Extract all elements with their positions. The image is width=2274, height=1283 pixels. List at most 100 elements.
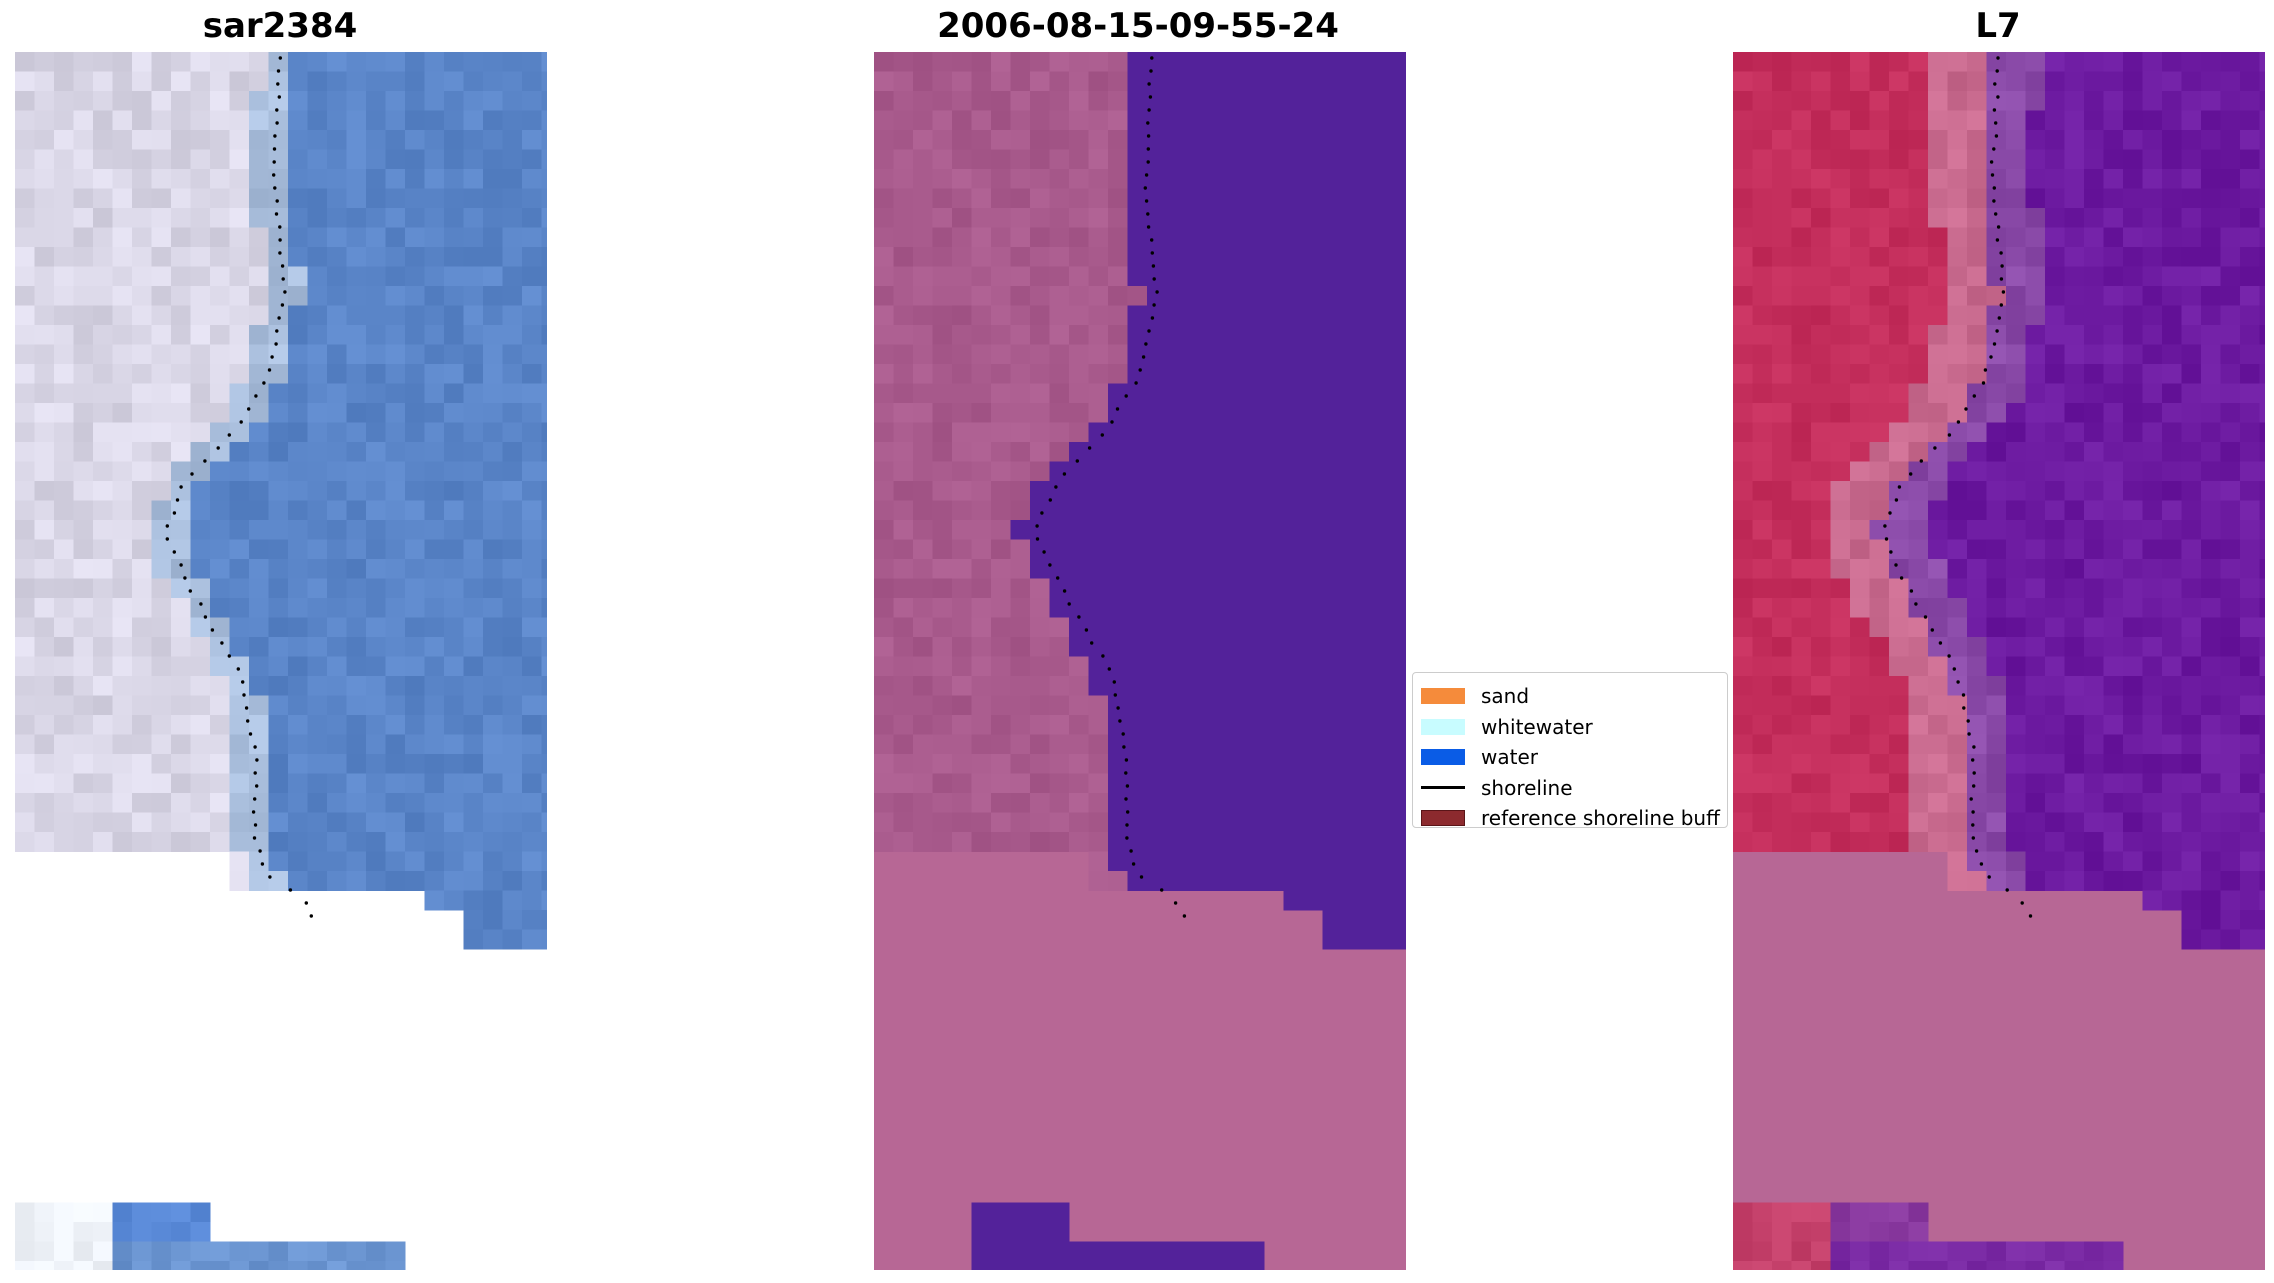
shoreline-dot [1112, 680, 1116, 684]
shoreline-dot [1997, 316, 2001, 320]
shoreline-dot [210, 628, 215, 632]
shoreline-dot [258, 849, 262, 853]
shoreline-dot [1139, 875, 1144, 879]
shoreline-dot [273, 186, 277, 190]
shoreline-dot [172, 511, 177, 515]
shoreline-dot [277, 95, 281, 99]
shoreline-dot [278, 56, 282, 60]
ndwi-image [1733, 52, 2265, 1270]
legend-label-shoreline: shoreline [1481, 775, 1573, 800]
shoreline-dot [179, 563, 183, 567]
legend: sand whitewater water shoreline referenc… [1412, 672, 1728, 830]
shoreline-dot [1996, 225, 2001, 229]
legend-item-shoreline: shoreline [1421, 773, 1727, 804]
shoreline-dot [1947, 433, 1952, 437]
shoreline-dot [1146, 121, 1150, 125]
shoreline-dot [1062, 472, 1067, 476]
panel-title-rgb: sar2384 [202, 6, 358, 46]
shoreline-dot [1138, 368, 1142, 372]
shoreline-dot [253, 823, 258, 827]
shoreline-dot [1992, 342, 1997, 346]
shoreline-dot [272, 173, 276, 177]
shoreline-dot [1899, 576, 1904, 580]
shoreline-dot [1989, 355, 1993, 359]
shoreline-dot [275, 199, 279, 203]
shoreline-dot [1993, 82, 1997, 86]
shoreline-dot [1084, 628, 1089, 632]
shoreline-dot [199, 602, 203, 606]
shoreline-dots [1883, 56, 2033, 918]
shoreline-dot [1947, 654, 1951, 658]
shoreline-dot [255, 784, 259, 788]
shoreline-dot [1992, 108, 1997, 112]
shoreline-dot [1113, 693, 1117, 697]
shoreline-dot [1979, 862, 1984, 866]
shoreline-dot [1923, 615, 1928, 619]
sand-swatch [1421, 688, 1465, 705]
shoreline-dot [272, 147, 277, 151]
shoreline-dot [1067, 602, 1071, 606]
shoreline-dot [1971, 810, 1975, 814]
shoreline-dot [1101, 654, 1105, 658]
shoreline-dot [2005, 888, 2009, 892]
shoreline-dot [1962, 706, 1966, 710]
shoreline-dot [1930, 628, 1934, 632]
shoreline-dot [1146, 212, 1150, 216]
shoreline-dot [165, 537, 169, 541]
shoreline-dot [251, 810, 256, 814]
shoreline-dot [280, 303, 285, 307]
shoreline-dot [188, 589, 192, 593]
shoreline-dot [2028, 914, 2033, 918]
shoreline-dot [1062, 589, 1067, 593]
shoreline-dot [183, 576, 187, 580]
shoreline-dot [1035, 537, 1040, 541]
shoreline-dot [276, 82, 280, 86]
shoreline-dot [1909, 472, 1913, 476]
shoreline-dot [1141, 355, 1146, 359]
shoreline-dot [1090, 641, 1094, 645]
shoreline-dot [2000, 264, 2004, 268]
shoreline-dot [278, 251, 282, 255]
shoreline-dot [216, 446, 220, 450]
shoreline-dot [1149, 69, 1153, 73]
shoreline-dot [1160, 888, 1164, 892]
shoreline-dot [1042, 550, 1046, 554]
shoreline-dot [1107, 667, 1111, 671]
shoreline-dot [1146, 134, 1151, 138]
shoreline-dot [1110, 420, 1114, 424]
shoreline-dot [1048, 563, 1052, 567]
shoreline-dot [275, 121, 279, 125]
shoreline-dot [1897, 485, 1902, 489]
shoreline-dot [278, 238, 282, 242]
shoreline-dot [254, 394, 258, 398]
shoreline-dot [1919, 459, 1923, 463]
shoreline-dot [1147, 329, 1151, 333]
shoreline-dot [1116, 706, 1120, 710]
shoreline-dot [247, 407, 251, 411]
shoreline-dot [1146, 225, 1151, 229]
shoreline-dot [1884, 537, 1889, 541]
shoreline-dot [1967, 732, 1971, 736]
legend-item-sand: sand [1421, 681, 1727, 712]
shoreline-dot [1152, 277, 1156, 281]
shoreline-dot [309, 914, 313, 918]
shoreline-dot [281, 277, 285, 281]
shoreline-dot [262, 381, 266, 385]
shoreline-dot [1155, 290, 1159, 294]
shoreline-dot [1956, 420, 1961, 424]
shoreline-dot [272, 160, 276, 164]
shoreline-dot [227, 433, 231, 437]
shoreline-dot [1996, 95, 2000, 99]
shoreline-dot [252, 836, 257, 840]
shoreline-dot [1889, 550, 1893, 554]
shoreline-dot [1992, 147, 1996, 151]
ndwi-image-panel [1733, 52, 2265, 1270]
shoreline-dot [1143, 186, 1147, 190]
shoreline-dot [268, 875, 272, 879]
shoreline-dot [246, 719, 250, 723]
shoreline-dot [2020, 901, 2024, 905]
shoreline-dot [1054, 485, 1058, 489]
shoreline-dot [1995, 69, 1999, 73]
shoreline-dot [1121, 732, 1125, 736]
ndwi-raster [1733, 52, 2265, 1270]
